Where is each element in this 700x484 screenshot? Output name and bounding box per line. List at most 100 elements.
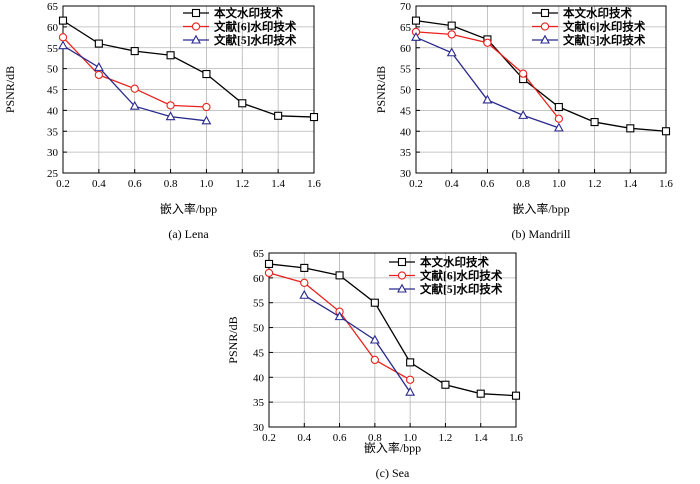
data-point bbox=[661, 127, 671, 136]
series-line bbox=[303, 294, 411, 393]
x-tick-label: 1.6 bbox=[509, 432, 523, 444]
data-point bbox=[518, 110, 529, 119]
y-tick-label: 50 bbox=[47, 64, 59, 76]
chart-2: 0.2 0.4 0.6 0.8 1.0 1.2 1.4 1.6 30 35 40 45 50 55 60 65… bbox=[374, 1, 673, 241]
y-tick-label: 35 bbox=[47, 126, 59, 138]
y-tick-label: 65 bbox=[47, 1, 59, 13]
y-tick-label: 55 bbox=[253, 298, 265, 310]
data-point bbox=[130, 47, 139, 56]
y-tick-label: 40 bbox=[400, 126, 412, 138]
data-point bbox=[166, 101, 175, 110]
y-tick-label: 25 bbox=[47, 168, 59, 180]
x-tick-label: 0.2 bbox=[409, 178, 423, 190]
y-tick-label: 30 bbox=[400, 168, 412, 180]
legend-label: 文献[5]水印技术 bbox=[563, 33, 646, 47]
y-axis-label: PSNR/dB bbox=[374, 66, 388, 113]
y-tick-label: 45 bbox=[47, 85, 59, 97]
y-tick-label: 40 bbox=[47, 105, 59, 117]
data-point bbox=[335, 271, 344, 280]
data-point bbox=[446, 47, 457, 57]
series-2 bbox=[58, 33, 211, 112]
data-point bbox=[309, 113, 319, 122]
y-tick-label: 60 bbox=[253, 273, 265, 285]
data-point bbox=[94, 39, 103, 48]
y-tick-label: 65 bbox=[253, 248, 265, 260]
data-point bbox=[405, 375, 415, 384]
legend-marker bbox=[191, 22, 201, 31]
x-tick-label: 0.6 bbox=[481, 178, 495, 190]
data-point bbox=[202, 102, 211, 112]
data-point bbox=[476, 389, 485, 398]
x-tick-label: 0.6 bbox=[333, 432, 347, 444]
series-1 bbox=[264, 259, 521, 400]
x-tick-label: 0.2 bbox=[262, 432, 276, 444]
series-1 bbox=[58, 16, 319, 122]
data-point bbox=[58, 33, 68, 42]
data-point bbox=[58, 40, 68, 50]
data-point bbox=[130, 84, 139, 93]
legend-marker bbox=[540, 8, 550, 18]
x-tick-label: 1.2 bbox=[588, 178, 602, 190]
data-point bbox=[94, 70, 104, 80]
data-point bbox=[129, 100, 140, 110]
x-tick-label: 0.4 bbox=[297, 432, 311, 444]
data-point bbox=[511, 391, 521, 400]
legend-marker bbox=[397, 283, 407, 293]
data-point bbox=[405, 386, 416, 396]
legend-marker bbox=[191, 34, 201, 44]
data-point bbox=[447, 21, 456, 30]
data-point bbox=[518, 69, 528, 78]
data-point bbox=[554, 114, 564, 123]
chart-3: 0.2 0.4 0.6 0.8 1.0 1.2 1.4 1.6 30 35 40 45 50 55 60 65… bbox=[226, 248, 523, 480]
data-point bbox=[300, 278, 309, 287]
y-axis-label: PSNR/dB bbox=[3, 66, 17, 113]
legend-marker bbox=[397, 257, 407, 267]
x-tick-label: 1.0 bbox=[403, 432, 417, 444]
series-line bbox=[268, 263, 517, 397]
series-1 bbox=[411, 16, 671, 136]
series-line bbox=[415, 19, 667, 132]
data-point bbox=[58, 16, 68, 25]
x-tick-label: 0.8 bbox=[516, 178, 530, 190]
data-point bbox=[238, 99, 247, 108]
y-tick-label: 35 bbox=[400, 147, 412, 159]
data-point bbox=[299, 289, 310, 299]
y-tick-label: 30 bbox=[253, 422, 265, 434]
legend-label: 本文水印技术 bbox=[563, 6, 632, 20]
x-tick-label: 1.6 bbox=[659, 178, 673, 190]
data-point bbox=[482, 94, 493, 104]
x-tick-label: 1.0 bbox=[552, 178, 566, 190]
x-axis-label: 嵌入率/bpp bbox=[364, 440, 421, 455]
y-tick-label: 55 bbox=[47, 43, 59, 55]
x-tick-label: 1.6 bbox=[307, 178, 321, 190]
chart-1: 0.2 0.4 0.6 0.8 1.0 1.2 1.4 1.6 25 30 35 40 45 50 55 60… bbox=[3, 1, 321, 241]
x-tick-label: 0.4 bbox=[92, 178, 106, 190]
data-point bbox=[553, 122, 564, 132]
y-tick-label: 30 bbox=[47, 147, 59, 159]
x-tick-label: 0.8 bbox=[164, 178, 178, 190]
y-tick-label: 60 bbox=[400, 43, 412, 55]
y-tick-label: 50 bbox=[400, 85, 412, 97]
y-tick-label: 55 bbox=[400, 64, 412, 76]
legend-label: 文献[6]水印技术 bbox=[214, 20, 297, 34]
legend-label: 本文水印技术 bbox=[420, 255, 489, 269]
data-point bbox=[93, 62, 104, 71]
x-tick-label: 0.8 bbox=[368, 432, 382, 444]
y-tick-label: 60 bbox=[47, 22, 59, 34]
legend-label: 本文水印技术 bbox=[214, 6, 283, 20]
y-tick-label: 70 bbox=[400, 1, 412, 13]
legend-marker bbox=[540, 34, 550, 44]
legend-marker bbox=[540, 22, 550, 31]
x-axis-label: 嵌入率/bpp bbox=[160, 201, 217, 216]
data-point bbox=[370, 298, 379, 307]
data-point bbox=[274, 111, 283, 120]
x-tick-label: 1.0 bbox=[200, 178, 214, 190]
plot-frame bbox=[268, 252, 517, 428]
x-tick-label: 1.2 bbox=[439, 432, 453, 444]
x-tick-label: 1.2 bbox=[235, 178, 249, 190]
data-point bbox=[447, 30, 456, 39]
y-tick-label: 35 bbox=[253, 397, 265, 409]
